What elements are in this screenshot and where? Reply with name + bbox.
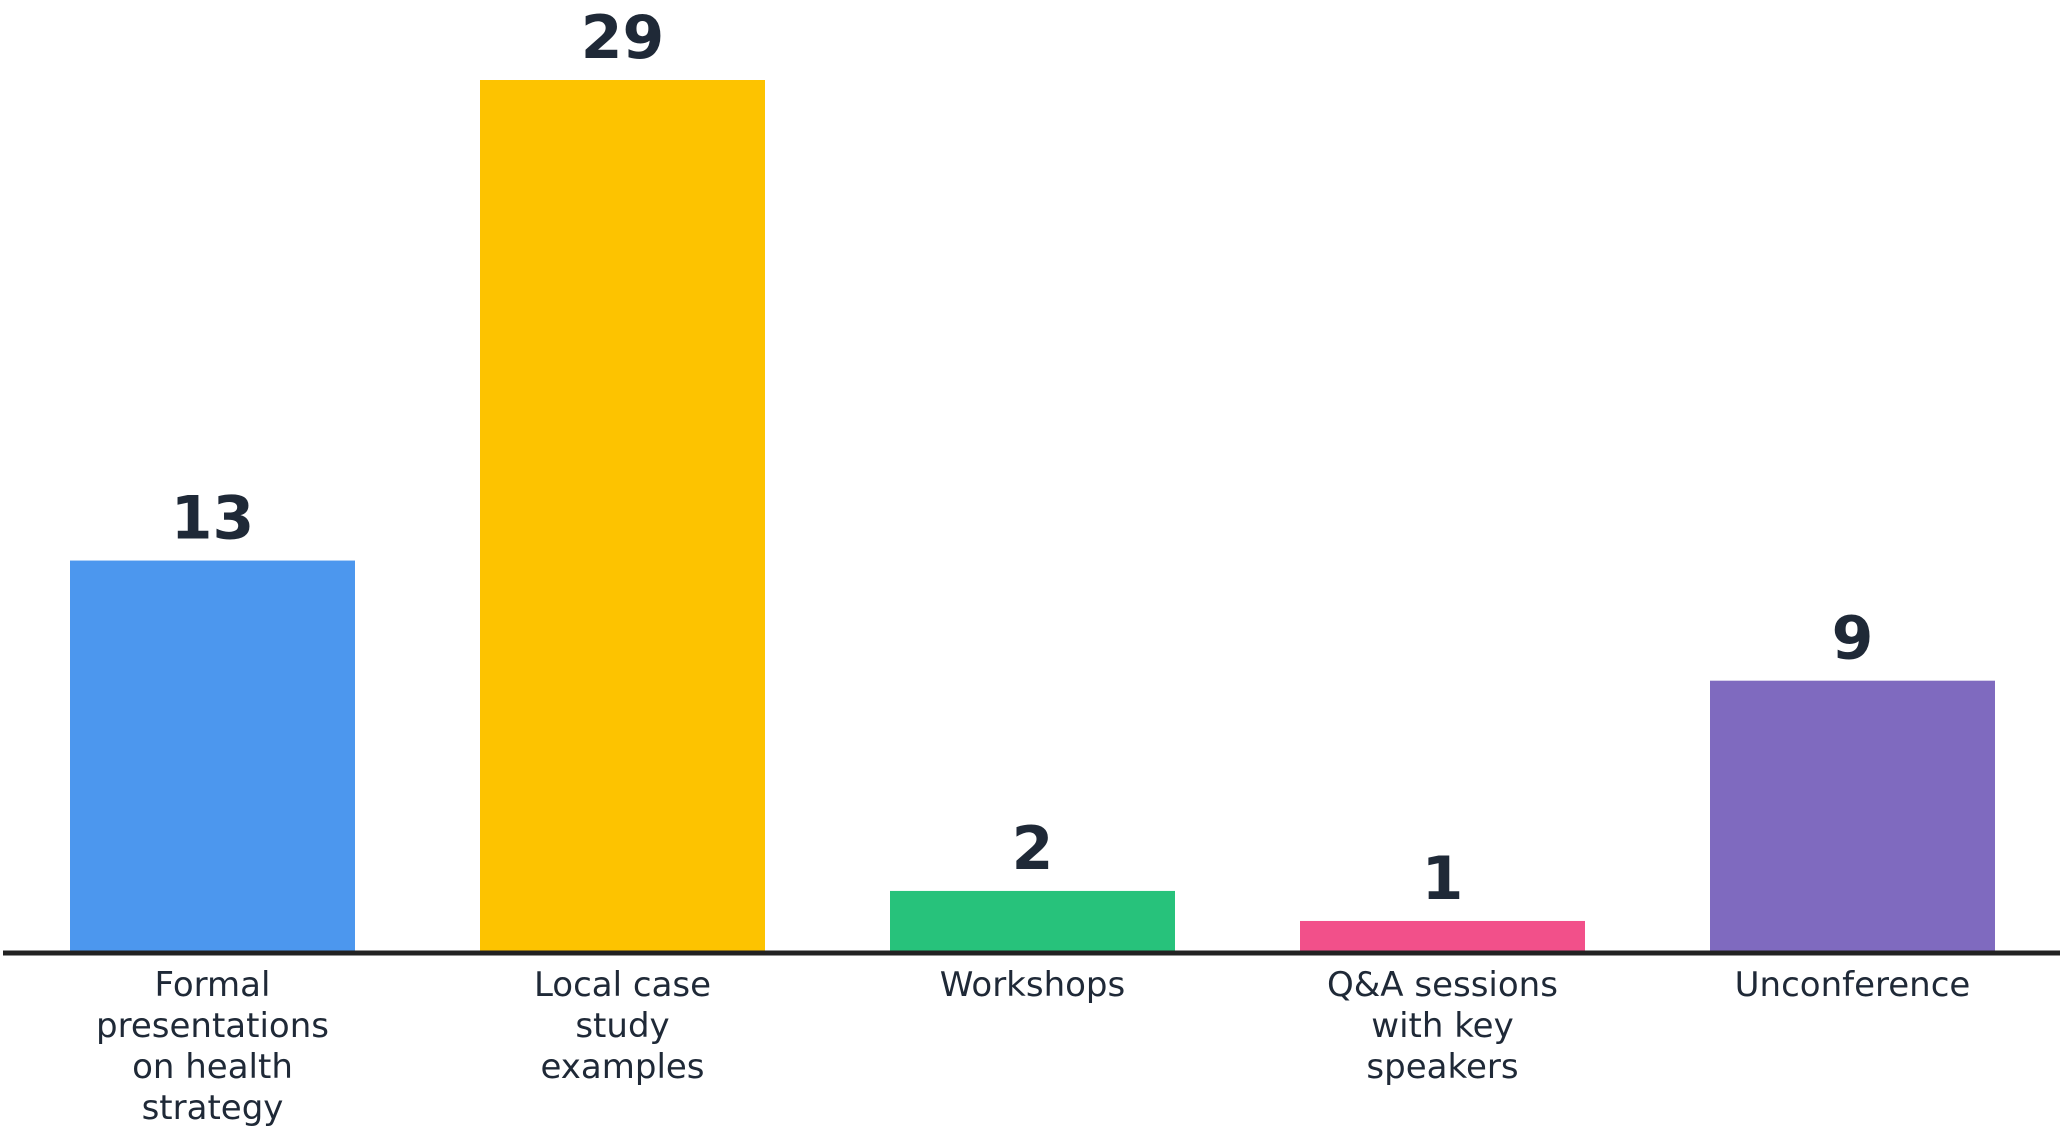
value-label-3: 2 (1012, 814, 1054, 884)
category-label-line: with key (1371, 1006, 1513, 1046)
bar-1 (70, 560, 355, 951)
value-label-1: 13 (171, 484, 255, 554)
bar-4 (1300, 920, 1585, 951)
category-labels-group: Formal presentations on health strategy Loca… (96, 965, 1970, 1128)
category-label-1: Formal presentations on health strategy (96, 965, 329, 1128)
value-label-5: 9 (1832, 604, 1874, 674)
value-label-4: 1 (1422, 844, 1464, 914)
category-label-line: Q&A sessions (1327, 965, 1558, 1005)
category-label-line: on health (132, 1047, 293, 1087)
category-label-2: Local case study examples (534, 965, 711, 1087)
value-label-2: 29 (581, 3, 665, 73)
bar-3 (890, 890, 1175, 951)
value-labels-group: 13 29 2 1 9 (171, 3, 1874, 914)
category-label-line: study (575, 1006, 669, 1046)
category-label-line: Unconference (1735, 965, 1971, 1005)
category-label-line: examples (540, 1047, 704, 1087)
category-label-line: Formal (155, 965, 271, 1005)
category-label-line: Local case (534, 965, 711, 1005)
category-label-line: presentations (96, 1006, 329, 1046)
bar-5 (1710, 680, 1995, 951)
bar-2 (480, 80, 765, 951)
category-label-3: Workshops (940, 965, 1125, 1005)
category-label-line: strategy (142, 1088, 284, 1128)
category-label-4: Q&A sessions with key speakers (1327, 965, 1558, 1087)
bars-group (70, 80, 1995, 951)
category-label-line: speakers (1366, 1047, 1518, 1087)
category-label-5: Unconference (1735, 965, 1971, 1005)
category-label-line: Workshops (940, 965, 1125, 1005)
